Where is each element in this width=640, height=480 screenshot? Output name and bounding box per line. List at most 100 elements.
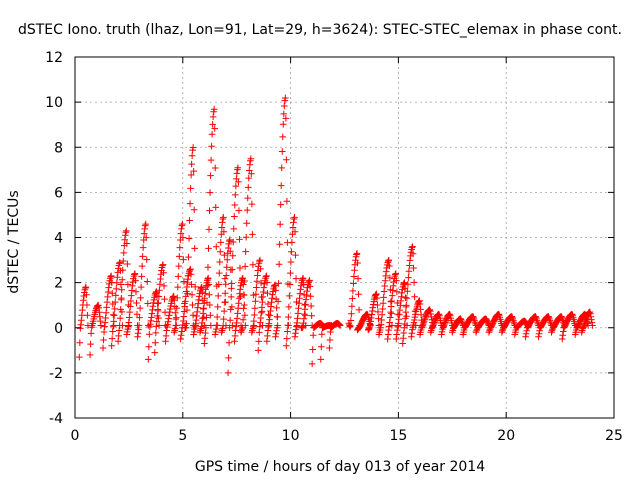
data-point	[118, 276, 126, 284]
data-point	[346, 323, 354, 331]
data-point	[174, 273, 182, 280]
data-point	[96, 313, 104, 321]
data-point	[165, 315, 172, 322]
data-point	[288, 248, 295, 256]
data-point	[238, 327, 245, 335]
data-point	[228, 266, 236, 273]
data-point	[146, 323, 154, 331]
data-point	[277, 182, 285, 189]
data-point	[144, 300, 152, 307]
data-point	[132, 277, 139, 284]
data-point	[411, 313, 419, 321]
data-point	[588, 316, 595, 323]
data-point	[212, 325, 220, 333]
data-point	[189, 301, 196, 309]
data-point	[208, 142, 215, 150]
data-point	[139, 244, 147, 251]
data-point	[411, 316, 418, 324]
data-point	[237, 328, 245, 336]
data-point	[257, 279, 265, 287]
data-point	[401, 320, 409, 328]
data-point	[294, 310, 302, 317]
data-point	[242, 248, 249, 255]
data-point	[185, 253, 192, 261]
data-point	[306, 277, 313, 284]
data-point	[238, 325, 246, 333]
data-point	[202, 329, 209, 337]
data-point	[172, 314, 180, 321]
data-point	[378, 311, 386, 319]
data-point	[219, 325, 226, 332]
data-point	[297, 286, 304, 293]
data-point	[124, 323, 132, 330]
data-point	[379, 299, 387, 307]
data-point	[102, 314, 109, 322]
data-point	[171, 325, 179, 332]
data-point	[421, 316, 428, 323]
data-point	[559, 328, 567, 335]
data-point	[256, 257, 263, 265]
data-point	[267, 307, 274, 315]
data-point	[116, 314, 124, 322]
data-point	[558, 313, 566, 321]
data-point	[385, 326, 392, 334]
data-point	[272, 330, 280, 338]
data-point	[389, 287, 397, 294]
data-point	[435, 310, 443, 318]
data-point	[132, 288, 140, 296]
data-point	[138, 273, 145, 280]
data-point	[326, 344, 333, 352]
data-point	[76, 353, 83, 361]
data-point	[112, 285, 120, 293]
data-point	[485, 328, 493, 336]
data-point	[291, 228, 299, 236]
data-point	[185, 235, 193, 242]
data-point	[109, 311, 117, 319]
data-point	[396, 311, 403, 319]
data-point	[386, 314, 394, 321]
data-point	[281, 97, 289, 104]
data-point	[227, 293, 235, 301]
data-point	[100, 336, 107, 344]
data-point	[389, 282, 397, 290]
data-point	[101, 319, 109, 326]
data-point	[212, 243, 220, 251]
data-point	[184, 272, 192, 279]
data-point	[547, 318, 554, 326]
data-point	[197, 284, 205, 292]
data-point	[354, 275, 362, 282]
data-point	[403, 302, 410, 309]
data-point	[268, 294, 276, 302]
data-point	[239, 316, 247, 324]
data-point	[276, 241, 283, 248]
data-point	[417, 306, 424, 313]
data-point	[225, 339, 233, 347]
data-point	[203, 314, 210, 321]
data-point	[175, 262, 183, 270]
data-point	[107, 272, 115, 280]
data-point	[186, 217, 193, 224]
data-point	[401, 315, 409, 322]
data-point	[180, 308, 188, 315]
data-point	[222, 272, 230, 279]
data-point	[155, 299, 162, 307]
data-point	[173, 294, 181, 302]
data-point	[410, 264, 417, 272]
data-point	[441, 319, 449, 326]
data-point	[416, 300, 424, 308]
data-point	[393, 288, 401, 296]
y-tick-label: 10	[45, 95, 63, 111]
data-point	[159, 262, 166, 269]
data-point	[278, 164, 286, 172]
data-point	[170, 328, 178, 336]
data-point	[286, 281, 294, 288]
x-tick-label: 20	[497, 428, 515, 444]
data-point	[256, 256, 264, 264]
data-point	[188, 291, 196, 299]
data-point	[266, 316, 273, 323]
data-point	[559, 315, 566, 323]
data-point	[206, 207, 213, 214]
data-point	[394, 320, 402, 327]
data-point	[224, 244, 232, 252]
data-point	[309, 331, 317, 339]
